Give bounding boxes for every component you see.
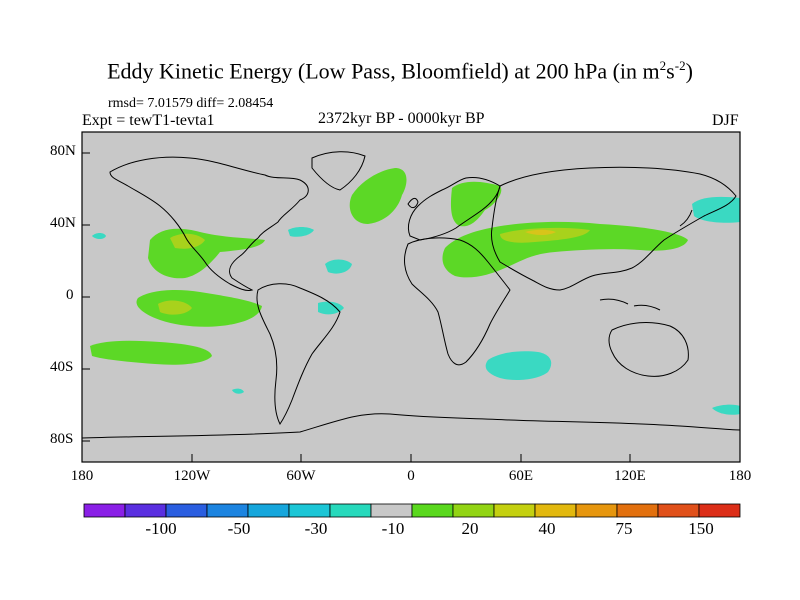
y-tick-label-0: 0 xyxy=(66,287,74,303)
anomaly-neg-south-atlantic xyxy=(318,301,344,315)
coast-north-america xyxy=(109,156,309,291)
anomaly-neg-atlantic-tropical xyxy=(325,259,352,274)
y-tick-label-40n: 40N xyxy=(50,215,76,231)
period-label: 2372kyr BP - 0000kyr BP xyxy=(318,110,485,127)
colorbar-cell xyxy=(657,503,700,518)
coastlines xyxy=(81,151,741,439)
coast-africa xyxy=(404,237,511,366)
anomaly-south-pacific xyxy=(90,340,212,365)
stats-text: rmsd= 7.01579 diff= 2.08454 xyxy=(108,96,274,111)
colorbar-cell xyxy=(411,503,454,518)
colorbar-label-6: 75 xyxy=(615,519,633,538)
colorbar-cell xyxy=(493,503,536,518)
colorbar-cell xyxy=(534,503,577,518)
anomaly-neg-south-pacific-small xyxy=(232,388,244,394)
colorbar-label-1: -50 xyxy=(227,519,251,538)
coast-greenland xyxy=(311,151,366,191)
coast-australia xyxy=(608,322,689,377)
colorbar-cell xyxy=(698,503,741,518)
colorbar-cell xyxy=(616,503,659,518)
x-tick-label-120w: 120W xyxy=(173,468,211,484)
colorbar xyxy=(83,503,741,518)
colorbar-cell xyxy=(247,503,290,518)
axis-ticks xyxy=(82,152,631,462)
coast-indonesia xyxy=(599,298,661,311)
y-tick-label-40s: 40S xyxy=(50,359,74,375)
anomaly-neg-atlantic-north xyxy=(288,227,314,237)
colorbar-label-7: 150 xyxy=(688,519,714,538)
coast-asia xyxy=(491,166,737,291)
title-sup-1: 2 xyxy=(659,58,667,73)
x-tick-label-180e: 180 xyxy=(728,468,752,484)
colorbar-cell xyxy=(452,503,495,518)
anomaly-fills xyxy=(90,168,740,415)
anomaly-europe xyxy=(450,181,502,227)
season-label: DJF xyxy=(712,112,739,129)
y-tick-label-80s: 80S xyxy=(50,431,74,447)
anomaly-jet-core xyxy=(500,227,590,243)
colorbar-cell xyxy=(83,503,126,518)
colorbar-label-4: 20 xyxy=(461,519,479,538)
title-end: ) xyxy=(685,58,693,84)
coast-south-america xyxy=(256,283,341,425)
x-tick-label-0: 0 xyxy=(407,468,415,484)
anomaly-neg-southern-ocean xyxy=(712,404,740,415)
x-tick-label-60w: 60W xyxy=(286,468,316,484)
anomaly-tropical-pacific xyxy=(136,290,262,327)
colorbar-label-3: -10 xyxy=(381,519,405,538)
x-tick-label-180w: 180 xyxy=(70,468,94,484)
colorbar-cell xyxy=(370,503,413,518)
x-tick-label-120e: 120E xyxy=(614,468,646,484)
colorbar-cell xyxy=(165,503,208,518)
colorbar-label-0: -100 xyxy=(145,519,177,538)
y-tick-label-80n: 80N xyxy=(50,143,76,159)
colorbar-label-2: -30 xyxy=(304,519,328,538)
x-tick-label-60e: 60E xyxy=(508,468,534,484)
colorbar-cell xyxy=(329,503,372,518)
colorbar-cell xyxy=(288,503,331,518)
anomaly-jet-max xyxy=(525,229,556,235)
coast-europe xyxy=(407,177,501,241)
coast-japan xyxy=(679,209,693,227)
experiment-label: Expt = tewT1-tevta1 xyxy=(82,112,215,129)
map-title: Eddy Kinetic Energy (Low Pass, Bloomfiel… xyxy=(0,58,800,84)
anomaly-neg-pacific-nw xyxy=(92,233,106,239)
colorbar-cell xyxy=(124,503,167,518)
anomaly-tropical-pacific-core xyxy=(158,300,192,315)
coast-antarctica xyxy=(81,413,741,439)
title-sup-2: -2 xyxy=(674,58,686,73)
colorbar-cell xyxy=(575,503,618,518)
title-mid: s xyxy=(666,58,675,84)
anomaly-neg-indian-ocean xyxy=(485,351,552,380)
colorbar-label-5: 40 xyxy=(538,519,556,538)
coast-uk xyxy=(407,197,419,209)
anomaly-north-atlantic xyxy=(349,168,407,224)
title-main: Eddy Kinetic Energy (Low Pass, Bloomfiel… xyxy=(107,58,660,84)
colorbar-cell xyxy=(206,503,249,518)
